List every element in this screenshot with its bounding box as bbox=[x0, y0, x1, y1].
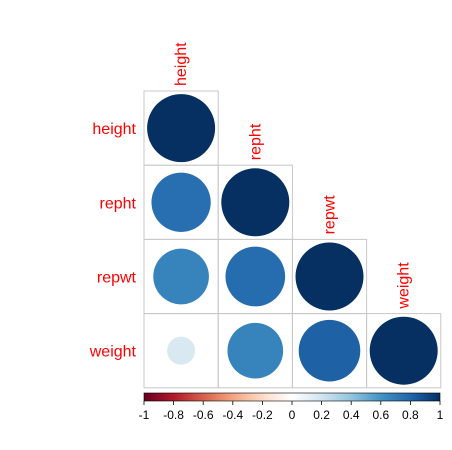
color-bar-tick-label: 0.2 bbox=[313, 408, 330, 422]
column-label-repwt: repwt bbox=[322, 195, 339, 235]
correlation-circle-repwt-repwt bbox=[296, 243, 364, 311]
color-bar-tick-label: -1 bbox=[139, 408, 150, 422]
correlation-circle-repwt-repht bbox=[225, 247, 285, 307]
color-bar-tick-label: 0 bbox=[289, 408, 296, 422]
correlation-circle-repht-height bbox=[151, 173, 210, 232]
color-bar-tick-label: -0.6 bbox=[193, 408, 214, 422]
row-label-repwt: repwt bbox=[97, 270, 137, 287]
color-bar-tick-label: -0.4 bbox=[222, 408, 243, 422]
row-label-height: height bbox=[92, 121, 136, 138]
color-bar-tick-label: -0.2 bbox=[252, 408, 273, 422]
correlation-circle-repwt-height bbox=[153, 249, 209, 305]
column-label-repht: repht bbox=[247, 123, 264, 160]
color-bar bbox=[144, 393, 440, 401]
correlation-circle-weight-weight bbox=[370, 317, 438, 385]
row-label-repht: repht bbox=[100, 195, 137, 212]
column-label-weight: weight bbox=[396, 262, 413, 310]
color-bar-tick-label: 0.4 bbox=[343, 408, 360, 422]
correlation-circle-weight-repht bbox=[227, 323, 283, 379]
correlation-circle-repht-repht bbox=[221, 168, 289, 236]
color-legend: -1 -0.8 -0.6 -0.4 -0.2 0 0.2 0.4 0.6 0.8 1 bbox=[139, 393, 444, 422]
color-bar-tick-label: 1 bbox=[437, 408, 444, 422]
correlation-circle-weight-height bbox=[167, 337, 195, 365]
column-label-height: height bbox=[173, 42, 190, 86]
row-label-weight: weight bbox=[89, 344, 137, 361]
color-bar-tick-label: 0.8 bbox=[402, 408, 419, 422]
correlation-circle-weight-repwt bbox=[299, 320, 361, 382]
color-bar-tick-label: -0.8 bbox=[163, 408, 184, 422]
color-bar-tick-label: 0.6 bbox=[372, 408, 389, 422]
correlation-circle-height-height bbox=[147, 94, 215, 162]
